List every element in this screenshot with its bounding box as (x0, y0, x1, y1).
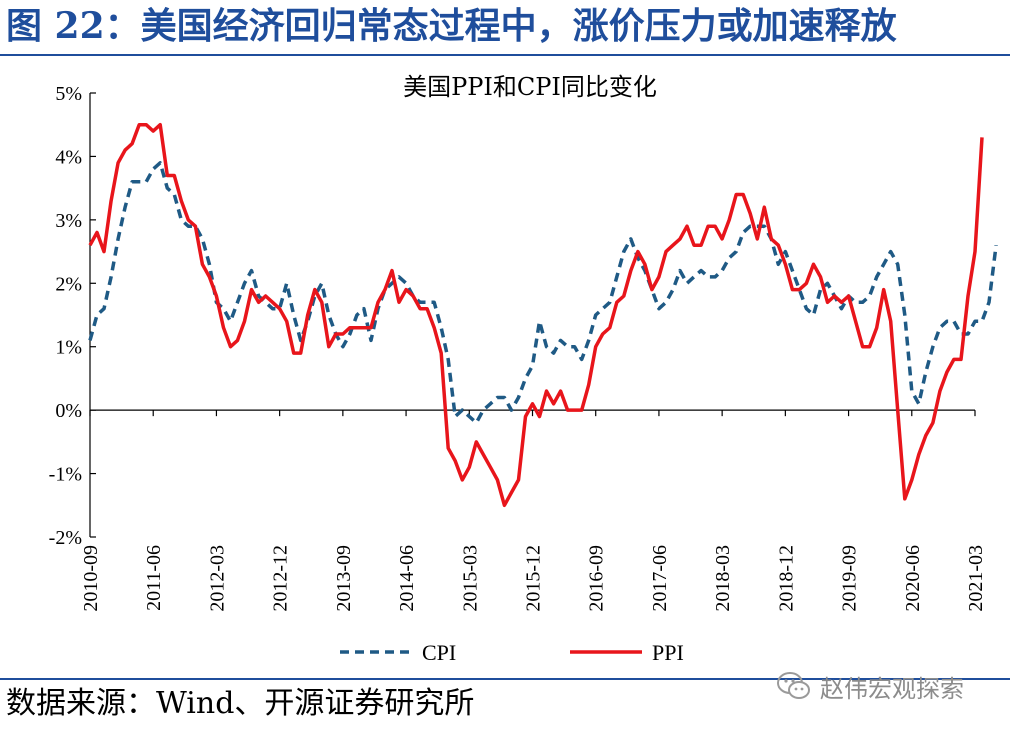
source-note: 数据来源：Wind、开源证券研究所 (6, 686, 475, 721)
x-tick-label: 2011-06 (143, 545, 165, 611)
chart: 美国PPI和CPI同比变化 -2% -1% 0% 1% 2% 3% 4% 5% 2010-09… (49, 73, 998, 665)
chart-title: 美国PPI和CPI同比变化 (403, 73, 657, 101)
y-tick-label: 1% (55, 337, 82, 359)
series-line-ppi (88, 122, 984, 508)
x-tick-label: 2015-12 (523, 545, 545, 612)
watermark-text: 赵伟宏观探索 (820, 674, 964, 703)
x-tick-label: 2013-09 (333, 545, 355, 612)
y-axis: -2% -1% 0% 1% 2% 3% 4% 5% (49, 83, 96, 549)
x-tick-label: 2018-12 (775, 545, 797, 612)
legend: CPI PPI (340, 640, 684, 665)
x-tick-label: 2012-03 (206, 545, 228, 612)
x-tick-label: 2020-06 (902, 545, 924, 612)
wechat-icon (777, 672, 810, 699)
watermark: 赵伟宏观探索 (776, 666, 964, 706)
top-rule (0, 54, 1010, 56)
figure-title: 图 22：美国经济回归常态过程中，涨价压力或加速释放 (6, 5, 897, 47)
x-axis: 2010-09 2011-06 2012-03 2012-12 2013-09 2014-… (80, 409, 987, 612)
y-tick-label: 4% (55, 146, 82, 168)
series-line-cpi (88, 161, 998, 425)
bottom-rule (0, 678, 1010, 680)
x-tick-label: 2012-12 (270, 545, 292, 612)
y-tick-label: 2% (55, 273, 82, 295)
x-tick-label: 2021-03 (965, 545, 987, 612)
x-tick-label: 2016-09 (586, 545, 608, 612)
x-tick-label: 2014-06 (396, 545, 418, 612)
x-tick-label: 2010-09 (80, 545, 102, 612)
plot-lines (88, 122, 998, 508)
x-tick-label: 2019-09 (839, 545, 861, 612)
y-tick-label: 3% (55, 210, 82, 232)
legend-label-ppi: PPI (652, 640, 684, 665)
y-tick-label: -1% (49, 464, 82, 486)
x-tick-label: 2015-03 (459, 545, 481, 612)
legend-label-cpi: CPI (422, 640, 456, 665)
y-tick-label: -2% (49, 527, 82, 549)
y-tick-label: 5% (55, 83, 82, 105)
y-tick-label: 0% (55, 400, 82, 422)
x-tick-label: 2018-03 (712, 545, 734, 612)
x-tick-label: 2017-06 (649, 545, 671, 612)
